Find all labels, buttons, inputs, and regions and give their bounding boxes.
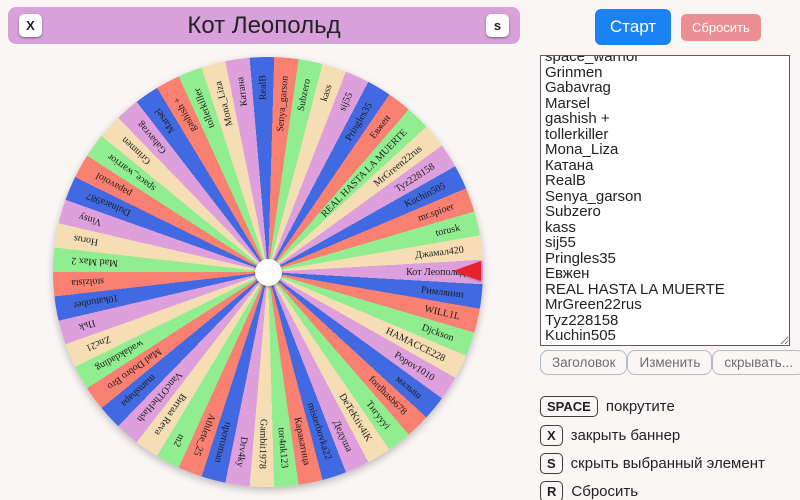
wheel-segment-label: Popov1010 <box>392 349 437 384</box>
names-textarea[interactable] <box>540 55 790 346</box>
wheel-segment-label: Mona_Liza <box>212 80 235 128</box>
r-keycap: R <box>540 481 564 500</box>
wheel-segment-label: HAMACCE228 <box>384 325 448 364</box>
wheel-segment-label: Djckson <box>420 321 456 344</box>
wheel-segment-label: wadakdading <box>93 337 146 374</box>
wheel-segment-label: papavoiol <box>93 170 134 200</box>
wheel-segment-label: Кот Леопольд <box>406 266 465 278</box>
edit-button[interactable]: Изменить <box>627 350 713 375</box>
wheel-hub <box>254 258 282 286</box>
wheel-segment-label: fordhasb678 <box>366 373 410 418</box>
wheel-segment-label: VancOTheHash <box>134 369 185 425</box>
wheel-segment-label: mr.spioer <box>416 200 456 224</box>
wheel-segment-label: MrGreen22rus <box>371 143 424 189</box>
wheel-segment-label: misterbovka22 <box>305 401 335 462</box>
wheel-segment-label: протоman <box>212 420 234 464</box>
wheel-segment-label: 10katunber <box>72 292 120 312</box>
hide-options-button[interactable]: скрывать... <box>712 350 800 375</box>
spinner-wheel-container: Кот Леопольд Римлянин WILL1L Djckson HAMACCE… <box>53 57 483 487</box>
wheel-pointer-icon <box>453 261 481 281</box>
space-keycap: SPACE <box>540 396 598 417</box>
wheel-segment-label: малыш <box>393 373 424 401</box>
banner-hide-button[interactable]: s <box>486 14 509 37</box>
shortcut-spin: SPACE покрутите <box>540 396 675 417</box>
wheel-segment-label: gashish + <box>171 95 199 135</box>
wheel-segment-label: Horus <box>72 232 99 248</box>
wheel-segment-label: Катана <box>234 76 250 107</box>
wheel-segment-label: sij55 <box>336 90 355 113</box>
wheel-segment-label: Евжен <box>367 112 393 141</box>
wheel-segment-label: Dulnara987 <box>84 190 133 219</box>
wheel-segment-label: tor4nk123 <box>275 426 291 469</box>
wheel-segment-label: torusk <box>434 222 462 239</box>
wheel-segment-label: DeTeKtiv4iK <box>336 391 375 444</box>
wheel-segment-label: m2 <box>171 432 187 449</box>
wheel-segment-label: Тигуууi <box>363 398 393 432</box>
wheel-segment-label: Grinmen <box>119 134 153 167</box>
title-button[interactable]: Заголовок <box>540 350 628 375</box>
wheel-segment-label: mamshapa <box>119 372 159 410</box>
shortcut-close-banner: X закрыть баннер <box>540 425 680 446</box>
shortcut-reset-label: Сбросить <box>571 483 639 500</box>
wheel-segment-label: Дедуша <box>330 418 355 454</box>
wheel-segment-label: Pringles35 <box>342 100 375 143</box>
wheel-segment-label: Subzero <box>295 77 313 113</box>
banner-close-button[interactable]: X <box>19 14 42 37</box>
list-actions-row: Заголовок Изменить скрывать... <box>540 350 800 375</box>
wheel-segment-label: Mad Max 2 <box>71 255 119 269</box>
shortcut-hide-selected: S скрыть выбранный элемент <box>540 453 765 474</box>
wheel-segment-label: space_warrior <box>105 151 158 194</box>
wheel-segment-label: tollerkiller <box>191 86 217 130</box>
reset-button[interactable]: Сбросить <box>681 14 761 41</box>
winner-banner: X Кот Леопольд s <box>8 7 520 44</box>
x-keycap: X <box>540 425 563 446</box>
wheel-segment-label: Gabavrag <box>134 119 169 157</box>
shortcut-spin-label: покрутите <box>605 398 675 415</box>
wheel-segment-label: Джамал420 <box>414 244 465 261</box>
banner-title: Кот Леопольд <box>187 11 341 39</box>
wheel-segment-label: Каракатица <box>292 416 313 467</box>
wheel-segment-label: Mad Dobro Bro <box>105 345 164 393</box>
wheel-segment-label: Tyz228158 <box>393 160 437 195</box>
wheel-segment-label: Витаа Reva <box>152 391 189 438</box>
wheel-segment-label: Athlete_25 <box>191 412 218 458</box>
wheel-segment-label: REAL HASTA LA MUERTE <box>318 126 410 220</box>
wheel-segment-label: Римлянин <box>420 284 465 300</box>
wheel-segment-label: RealB <box>256 74 269 101</box>
wheel-segment-label: Пьk <box>77 317 97 333</box>
wheel-segment-label: Kuchin505 <box>402 180 448 210</box>
wheel-segment-label: Drv4ky <box>234 435 250 468</box>
wheel-segment-label: WILL1L <box>423 303 462 322</box>
shortcut-close-banner-label: закрыть баннер <box>570 427 681 444</box>
wheel-segment-label: Vinsy <box>77 211 103 229</box>
wheel-segment-label: kass <box>318 82 335 103</box>
shortcut-reset: R Сбросить <box>540 481 638 500</box>
s-keycap: S <box>540 453 563 474</box>
shortcut-hide-selected-label: скрыть выбранный элемент <box>570 455 765 472</box>
wheel-segment-label: Znc21 <box>84 333 113 354</box>
wheel-segment-label: Marsel <box>152 106 178 136</box>
wheel-segment-label: Gambit1978 <box>256 418 270 470</box>
wheel-segment-label: Senya_garson <box>274 75 291 133</box>
start-button[interactable]: Старт <box>595 9 671 45</box>
wheel-segment-label: stolzista <box>71 275 105 289</box>
